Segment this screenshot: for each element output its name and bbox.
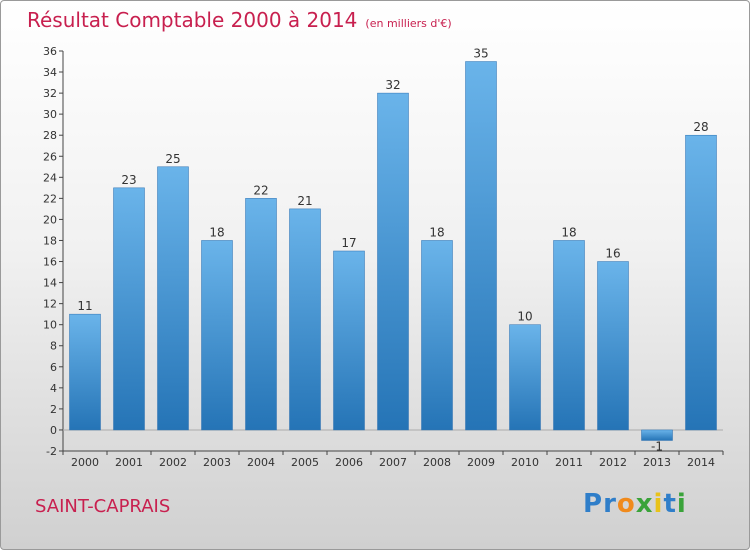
data-label: 18 [209,225,224,239]
bar [201,240,233,431]
bar [465,61,497,431]
data-label: 28 [693,120,708,134]
data-label: 10 [517,310,532,324]
bar [69,313,101,431]
y-tick-label: 28 [43,129,57,142]
data-label: -1 [651,439,663,453]
y-tick-label: 6 [50,361,57,374]
y-tick-label: 8 [50,340,57,353]
logo-letter: i [653,489,664,519]
chart-bars [69,61,717,441]
bar [641,429,673,441]
logo-letter: r [603,489,617,519]
data-label: 18 [429,225,444,239]
data-label: 25 [165,152,180,166]
y-tick-label: 18 [43,234,57,247]
bar [421,240,453,431]
x-tick-label: 2002 [159,456,187,469]
bar [289,208,321,431]
chart-data-labels: 11 23 25 18 22 21 17 32 18 35 10 18 16 -1 28 [77,47,708,454]
data-label: 23 [121,173,136,187]
bar [377,92,409,431]
commune-name: SAINT-CAPRAIS [35,496,171,517]
bar [157,166,189,431]
y-tick-label: 24 [43,171,57,184]
y-tick-label: 0 [50,424,57,437]
x-tick-label: 2001 [115,456,143,469]
data-label: 17 [341,236,356,250]
x-tick-label: 2005 [291,456,319,469]
x-tick-label: 2004 [247,456,275,469]
y-tick-label: 10 [43,319,57,332]
data-label: 16 [605,247,620,261]
x-tick-label: 2006 [335,456,363,469]
chart-title: Résultat Comptable 2000 à 2014 (en millie… [27,8,452,32]
data-label: 18 [561,225,576,239]
x-tick-label: 2012 [599,456,627,469]
x-tick-label: 2003 [203,456,231,469]
y-tick-label: 36 [43,45,57,58]
y-tick-label: 26 [43,150,57,163]
bar [113,187,145,431]
bar [245,198,277,431]
y-tick-label: 16 [43,256,57,269]
bar [509,324,541,431]
x-tick-label: 2014 [687,456,715,469]
logo-letter: x [635,489,654,519]
y-tick-label: 22 [43,192,57,205]
bar [333,250,365,431]
x-tick-label: 2009 [467,456,495,469]
y-tick-label: 34 [43,66,57,79]
x-tick-label: 2013 [643,456,671,469]
x-tick-label: 2000 [71,456,99,469]
x-tick-label: 2010 [511,456,539,469]
logo-letter: o [616,489,636,519]
bar [597,261,629,431]
proxiti-logo: Proxiti [583,489,687,519]
x-tick-label: 2008 [423,456,451,469]
logo-letter: t [663,489,677,519]
y-tick-label: 2 [50,403,57,416]
chart-title-text: Résultat Comptable 2000 à 2014 [27,8,358,32]
logo-letter: i [676,489,687,519]
data-label: 32 [385,78,400,92]
x-tick-label: 2011 [555,456,583,469]
chart-subtitle: (en milliers d'€) [365,17,452,30]
y-tick-label: 20 [43,213,57,226]
logo-letter: P [583,489,604,519]
data-label: 21 [297,194,312,208]
data-label: 22 [253,183,268,197]
bar [685,134,717,431]
y-tick-label: 14 [43,277,57,290]
y-tick-label: 4 [50,382,57,395]
bar [553,240,585,431]
data-label: 11 [77,299,92,313]
y-tick-label: 12 [43,298,57,311]
y-tick-label: 32 [43,87,57,100]
data-label: 35 [473,47,488,61]
y-tick-label: 30 [43,108,57,121]
x-tick-label: 2007 [379,456,407,469]
y-tick-label: -2 [46,445,57,458]
